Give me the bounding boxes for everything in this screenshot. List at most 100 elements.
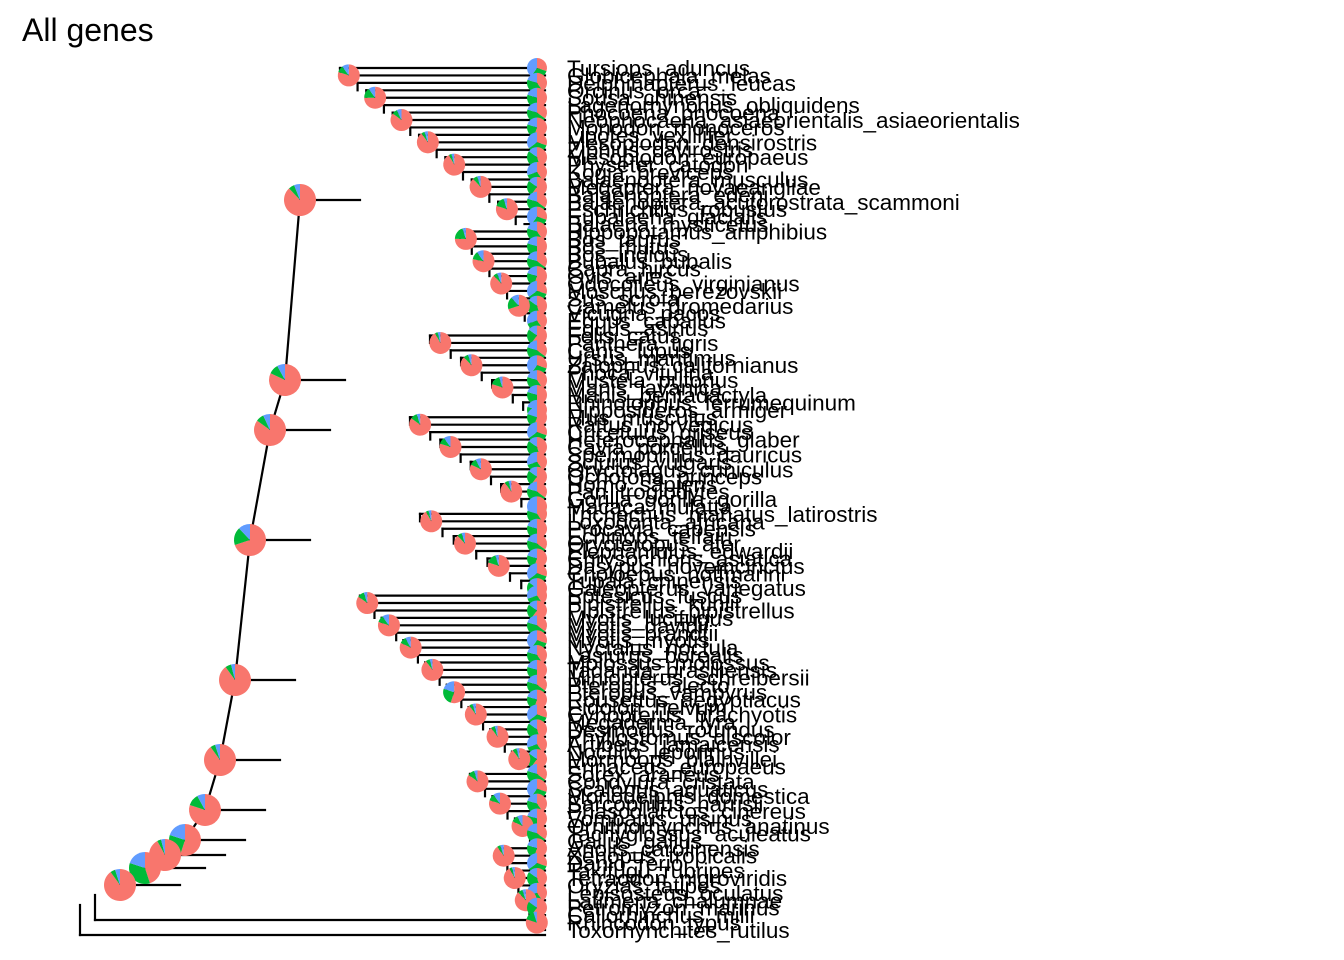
pie-slice	[522, 889, 526, 901]
tip-label: Sus_scrofa	[567, 286, 680, 311]
pie-slice	[157, 839, 165, 855]
pie-slice	[469, 704, 476, 715]
tip-label: Scalopus_aquaticus	[567, 777, 768, 802]
tip-label: Equus_asinus	[567, 316, 708, 341]
pie-slice	[527, 689, 537, 700]
pie-slice	[527, 280, 537, 297]
pie-slice	[356, 592, 379, 615]
pie-slice	[527, 704, 537, 721]
pie-slice	[503, 866, 526, 889]
pie-slice	[512, 748, 520, 760]
backbone-node-pie	[189, 794, 222, 826]
pie-slice	[233, 528, 250, 545]
tip-label: Bos_mutus	[567, 234, 680, 259]
pie-slice	[527, 206, 537, 225]
pie-slice	[537, 563, 547, 577]
pie-slice	[103, 869, 136, 902]
pie-slice	[489, 792, 512, 815]
pie-slice	[368, 86, 376, 98]
pie-slice	[527, 901, 537, 916]
tip-label: Zalophus_californianus	[567, 353, 798, 378]
pie-slice	[472, 703, 476, 715]
backbone-node-pie	[103, 869, 136, 902]
pie-slice	[527, 399, 537, 410]
tip-label: Trichechus_manatus_latirostris	[567, 502, 878, 527]
tip-label: Cavia_porcellus	[567, 435, 727, 460]
pie-slice	[382, 614, 389, 626]
pie-slice	[289, 185, 300, 200]
pie-slice	[129, 852, 145, 868]
pie-slice	[492, 844, 515, 867]
pie-slice	[527, 793, 537, 804]
pie-slice	[537, 882, 547, 901]
internal-node-pie	[487, 554, 510, 577]
tip-label: Bos_indicus	[567, 242, 688, 267]
tip-label: Kogia_breviceps	[567, 160, 733, 185]
tip-label: Phyllostomus_discolor	[567, 725, 791, 750]
tip-label: Eubalaena_glacialis	[567, 205, 767, 230]
tip-label: Homo_sapiens	[567, 472, 717, 497]
node-pie-charts	[103, 58, 548, 934]
pie-slice	[180, 824, 201, 856]
pie-slice	[421, 658, 444, 681]
backbone-node-pie	[254, 414, 286, 446]
pie-slice	[411, 414, 421, 425]
pie-slice	[537, 763, 547, 780]
backbone-node-pie	[203, 744, 236, 776]
pie-slice	[508, 294, 530, 317]
pie-slice	[390, 109, 413, 132]
tip-label: Choloepus_hoffmanni	[567, 561, 786, 586]
tip-label: Tadarida_brasiliensis	[567, 658, 777, 683]
pie-slice	[451, 153, 455, 165]
tip-label: Odocoileus_virginianus	[567, 272, 800, 297]
pie-slice	[500, 480, 523, 503]
pie-slice	[527, 340, 537, 351]
tip-label: Lasiurus_borealis	[567, 643, 743, 668]
tip-label: Artibeus_jamaicensis	[567, 732, 780, 757]
backbone-node-pie	[219, 664, 251, 696]
tip-label: Anolis_carolinensis	[567, 836, 760, 861]
internal-node-pie	[377, 614, 400, 637]
pie-slice	[527, 645, 537, 656]
tip-label: Vombatus_ursinus	[567, 807, 752, 832]
tip-label: Ziphius_cavirostris	[567, 138, 753, 163]
tip-label: Hippopotamus_amphibius	[567, 219, 827, 244]
tip-node-pie	[527, 518, 547, 539]
pie-slice	[537, 659, 547, 680]
tip-label: Lipotes_vexillifer	[567, 123, 734, 148]
pie-slice	[528, 466, 537, 477]
tip-label: Ursus_maritimus	[567, 346, 736, 371]
internal-node-pie	[466, 770, 489, 793]
pie-slice	[527, 422, 537, 438]
pie-slice	[377, 614, 400, 637]
pie-slice	[460, 354, 483, 377]
pie-slice	[464, 703, 487, 726]
tip-label: Balaenoptera_acutorostrata_scammoni	[567, 190, 960, 215]
pie-slice	[454, 228, 466, 239]
pie-slice	[537, 503, 547, 522]
tip-label: Sarcophilus_harrisii	[567, 792, 763, 817]
pie-slice	[527, 102, 537, 113]
tip-node-pie	[527, 221, 548, 242]
tip-node-pie	[527, 600, 547, 621]
pie-slice	[497, 272, 502, 284]
pie-slice	[392, 110, 402, 121]
pie-slice	[527, 236, 537, 247]
internal-node-pie	[489, 792, 512, 815]
tip-label: Balaenoptera_edeni	[567, 182, 768, 207]
pie-slice	[527, 384, 537, 395]
tip-label: Gallus_gallus	[567, 829, 702, 854]
tip-label: Hipposideros_armiger	[567, 398, 788, 423]
pie-slice	[342, 64, 349, 76]
pie-slice	[448, 153, 455, 165]
pie-slice	[493, 273, 502, 284]
pie-slice	[527, 370, 537, 381]
tip-label: Ovis_aries	[567, 264, 673, 289]
tip-label: Xenopus_tropicalis	[567, 844, 757, 869]
pie-slice	[507, 297, 519, 310]
tip-node-pie	[527, 466, 547, 487]
pie-slice	[537, 422, 547, 436]
tip-label: Bubalus_bubalis	[567, 249, 732, 274]
pie-slice	[527, 763, 537, 774]
tip-label: Monodon_monoceros	[567, 115, 785, 140]
